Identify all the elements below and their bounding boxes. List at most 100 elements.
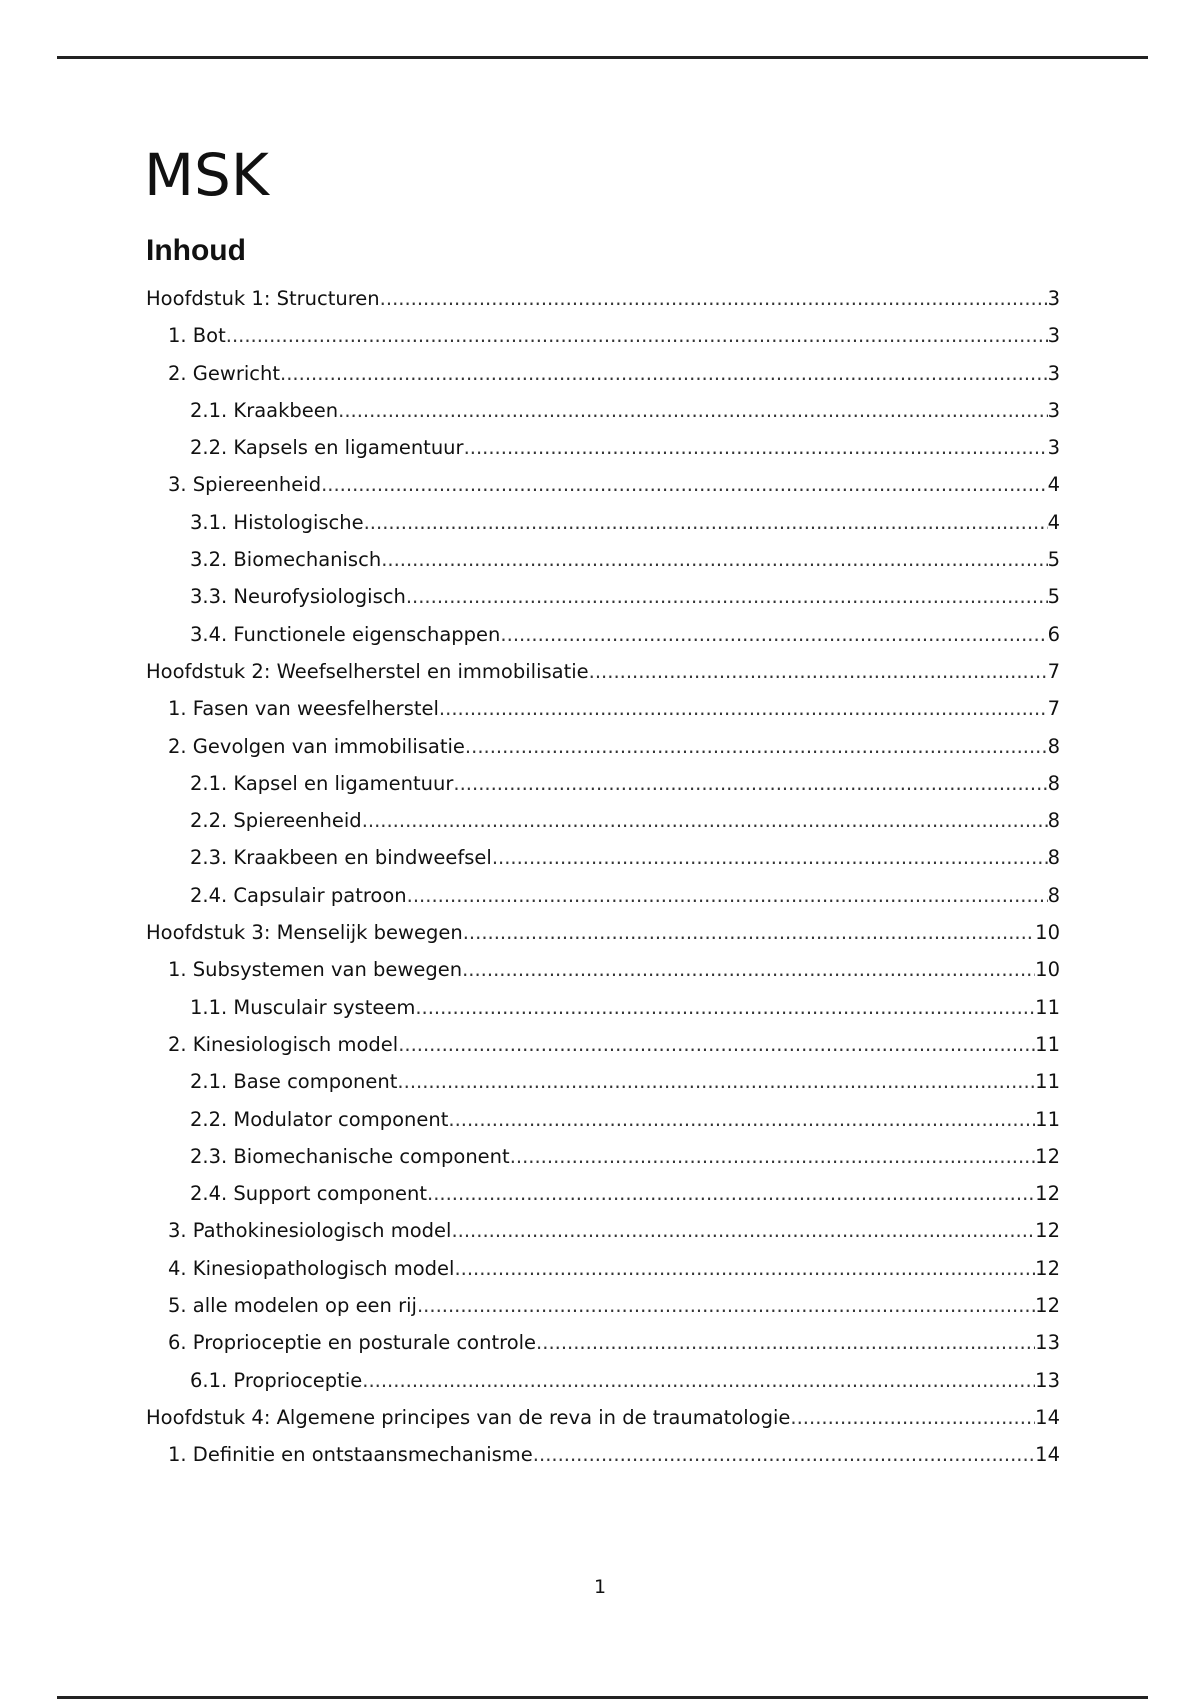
dot-leader bbox=[536, 1331, 1035, 1354]
toc-entry-page[interactable]: 13 bbox=[1035, 1331, 1060, 1355]
toc-entry-page[interactable]: 8 bbox=[1047, 883, 1060, 907]
toc-entry-label[interactable]: 6.1. Proprioceptie bbox=[190, 1368, 363, 1392]
toc-entry[interactable]: 2. Gewricht 3 bbox=[146, 362, 1060, 399]
toc-entry-label[interactable]: 1. Bot bbox=[168, 324, 226, 348]
toc-entry-page[interactable]: 14 bbox=[1035, 1405, 1060, 1429]
toc-entry-label[interactable]: 2.1. Base component bbox=[190, 1070, 398, 1094]
dot-leader bbox=[462, 958, 1035, 981]
toc-entry-label[interactable]: 3. Spiereenheid bbox=[168, 473, 322, 497]
toc-entry-label[interactable]: 2.3. Biomechanische component bbox=[190, 1144, 510, 1168]
toc-entry[interactable]: 2.1. Kraakbeen 3 bbox=[146, 399, 1060, 436]
toc-entry-label[interactable]: 2.4. Support component bbox=[190, 1182, 428, 1206]
toc-entry-label[interactable]: 2.1. Kraakbeen bbox=[190, 398, 339, 422]
toc-entry-label[interactable]: 2.2. Kapsels en ligamentuur bbox=[190, 436, 464, 460]
toc-entry-page[interactable]: 3 bbox=[1047, 436, 1060, 460]
toc-entry[interactable]: 3. Spiereenheid 4 bbox=[146, 473, 1060, 510]
toc-entry[interactable]: 2.1. Base component 11 bbox=[146, 1070, 1060, 1107]
toc-entry[interactable]: 1. Definitie en ontstaansmechanisme 14 bbox=[146, 1443, 1060, 1480]
toc-entry-page[interactable]: 13 bbox=[1035, 1368, 1060, 1392]
toc-entry-page[interactable]: 5 bbox=[1047, 548, 1060, 572]
toc-entry[interactable]: 2.4. Support component 12 bbox=[146, 1182, 1060, 1219]
toc-entry[interactable]: 2.2. Kapsels en ligamentuur 3 bbox=[146, 436, 1060, 473]
toc-entry-label[interactable]: 3.3. Neurofysiologisch bbox=[190, 585, 406, 609]
toc-entry-label[interactable]: 3.2. Biomechanisch bbox=[190, 548, 382, 572]
toc-entry-page[interactable]: 6 bbox=[1047, 622, 1060, 646]
toc-entry[interactable]: 2.2. Modulator component 11 bbox=[146, 1108, 1060, 1145]
toc-entry[interactable]: Hoofdstuk 2: Weefselherstel en immobilis… bbox=[146, 660, 1060, 697]
toc-entry-label[interactable]: 1. Subsystemen van bewegen bbox=[168, 958, 463, 982]
dot-leader bbox=[364, 511, 1048, 534]
toc-entry[interactable]: 6. Proprioceptie en posturale controle 13 bbox=[146, 1331, 1060, 1368]
toc-entry-page[interactable]: 11 bbox=[1035, 1107, 1060, 1131]
toc-entry-page[interactable]: 12 bbox=[1035, 1182, 1060, 1206]
toc-entry-page[interactable]: 4 bbox=[1047, 510, 1060, 534]
toc-entry[interactable]: 3.3. Neurofysiologisch 5 bbox=[146, 585, 1060, 622]
toc-entry-page[interactable]: 12 bbox=[1035, 1256, 1060, 1280]
toc-entry-page[interactable]: 14 bbox=[1035, 1443, 1060, 1467]
toc-entry-label[interactable]: Hoofdstuk 4: Algemene principes van de r… bbox=[146, 1405, 791, 1429]
toc-entry-page[interactable]: 11 bbox=[1035, 995, 1060, 1019]
toc-entry[interactable]: 1. Fasen van weesfelherstel 7 bbox=[146, 697, 1060, 734]
toc-entry-page[interactable]: 8 bbox=[1047, 734, 1060, 758]
toc-entry-page[interactable]: 5 bbox=[1047, 585, 1060, 609]
toc-entry[interactable]: 1.1. Musculair systeem 11 bbox=[146, 996, 1060, 1033]
toc-entry[interactable]: 1. Subsystemen van bewegen 10 bbox=[146, 958, 1060, 995]
toc-entry-page[interactable]: 8 bbox=[1047, 771, 1060, 795]
toc-entry[interactable]: Hoofdstuk 3: Menselijk bewegen 10 bbox=[146, 921, 1060, 958]
toc-entry-page[interactable]: 7 bbox=[1047, 697, 1060, 721]
toc-entry[interactable]: 3.2. Biomechanisch 5 bbox=[146, 548, 1060, 585]
toc-entry-page[interactable]: 11 bbox=[1035, 1032, 1060, 1056]
toc-entry-page[interactable]: 10 bbox=[1035, 958, 1060, 982]
toc-entry[interactable]: 2. Gevolgen van immobilisatie 8 bbox=[146, 735, 1060, 772]
toc-entry-page[interactable]: 12 bbox=[1035, 1219, 1060, 1243]
dot-leader bbox=[453, 772, 1047, 795]
toc-entry-label[interactable]: Hoofdstuk 2: Weefselherstel en immobilis… bbox=[146, 659, 589, 683]
toc-entry-label[interactable]: Hoofdstuk 3: Menselijk bewegen bbox=[146, 921, 463, 945]
toc-entry-label[interactable]: 5. alle modelen op een rij bbox=[168, 1294, 417, 1318]
toc-entry[interactable]: 3.4. Functionele eigenschappen 6 bbox=[146, 623, 1060, 660]
toc-entry-label[interactable]: 3.4. Functionele eigenschappen bbox=[190, 622, 501, 646]
toc-entry-page[interactable]: 4 bbox=[1047, 473, 1060, 497]
toc-entry-label[interactable]: 1.1. Musculair systeem bbox=[190, 995, 416, 1019]
toc-entry-label[interactable]: 4. Kinesiopathologisch model bbox=[168, 1256, 455, 1280]
toc-entry[interactable]: 2.2. Spiereenheid 8 bbox=[146, 809, 1060, 846]
toc-entry[interactable]: Hoofdstuk 1: Structuren 3 bbox=[146, 287, 1060, 324]
toc-entry[interactable]: 2.1. Kapsel en ligamentuur 8 bbox=[146, 772, 1060, 809]
toc-entry-label[interactable]: 1. Definitie en ontstaansmechanisme bbox=[168, 1443, 533, 1467]
toc-entry-label[interactable]: 3. Pathokinesiologisch model bbox=[168, 1219, 452, 1243]
toc-entry-page[interactable]: 12 bbox=[1035, 1294, 1060, 1318]
toc-entry-label[interactable]: 2.4. Capsulair patroon bbox=[190, 883, 407, 907]
toc-entry-page[interactable]: 12 bbox=[1035, 1144, 1060, 1168]
toc-entry-page[interactable]: 7 bbox=[1047, 659, 1060, 683]
toc-entry[interactable]: 6.1. Proprioceptie 13 bbox=[146, 1369, 1060, 1406]
toc-entry-page[interactable]: 8 bbox=[1047, 809, 1060, 833]
toc-entry-page[interactable]: 3 bbox=[1047, 324, 1060, 348]
toc-entry[interactable]: 2.3. Kraakbeen en bindweefsel 8 bbox=[146, 846, 1060, 883]
toc-entry[interactable]: 3.1. Histologische 4 bbox=[146, 511, 1060, 548]
toc-entry[interactable]: 5. alle modelen op een rij 12 bbox=[146, 1294, 1060, 1331]
toc-entry-page[interactable]: 10 bbox=[1035, 921, 1060, 945]
toc-entry-label[interactable]: 2.1. Kapsel en ligamentuur bbox=[190, 771, 454, 795]
toc-entry-page[interactable]: 3 bbox=[1047, 287, 1060, 310]
toc-entry-label[interactable]: 2.2. Modulator component bbox=[190, 1107, 449, 1131]
toc-entry-label[interactable]: 2. Kinesiologisch model bbox=[168, 1032, 399, 1056]
toc-entry-label[interactable]: 6. Proprioceptie en posturale controle bbox=[168, 1331, 537, 1355]
toc-entry[interactable]: 2. Kinesiologisch model 11 bbox=[146, 1033, 1060, 1070]
toc-entry-label[interactable]: 2. Gewricht bbox=[168, 361, 281, 385]
toc-entry-page[interactable]: 3 bbox=[1047, 398, 1060, 422]
toc-entry[interactable]: 2.3. Biomechanische component 12 bbox=[146, 1145, 1060, 1182]
toc-entry-label[interactable]: 2.2. Spiereenheid bbox=[190, 809, 362, 833]
toc-entry-label[interactable]: 3.1. Histologische bbox=[190, 510, 364, 534]
toc-entry[interactable]: Hoofdstuk 4: Algemene principes van de r… bbox=[146, 1406, 1060, 1443]
toc-entry-page[interactable]: 8 bbox=[1047, 846, 1060, 870]
toc-entry-label[interactable]: 1. Fasen van weesfelherstel bbox=[168, 697, 439, 721]
toc-entry-label[interactable]: Hoofdstuk 1: Structuren bbox=[146, 287, 380, 310]
toc-entry-page[interactable]: 11 bbox=[1035, 1070, 1060, 1094]
toc-entry[interactable]: 3. Pathokinesiologisch model 12 bbox=[146, 1219, 1060, 1256]
toc-entry-label[interactable]: 2. Gevolgen van immobilisatie bbox=[168, 734, 465, 758]
toc-entry[interactable]: 1. Bot 3 bbox=[146, 324, 1060, 361]
toc-entry[interactable]: 2.4. Capsulair patroon 8 bbox=[146, 884, 1060, 921]
toc-entry[interactable]: 4. Kinesiopathologisch model 12 bbox=[146, 1257, 1060, 1294]
toc-entry-page[interactable]: 3 bbox=[1047, 361, 1060, 385]
toc-entry-label[interactable]: 2.3. Kraakbeen en bindweefsel bbox=[190, 846, 492, 870]
